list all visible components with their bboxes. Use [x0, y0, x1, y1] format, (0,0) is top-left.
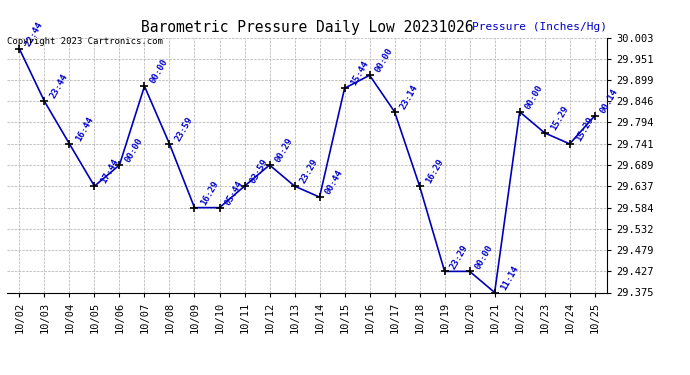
Text: 17:44: 17:44: [99, 158, 120, 185]
Text: 15:29: 15:29: [549, 104, 570, 132]
Text: 22:44: 22:44: [23, 20, 45, 48]
Text: 03:59: 03:59: [248, 158, 270, 185]
Text: 00:44: 00:44: [324, 168, 345, 196]
Text: 00:00: 00:00: [124, 136, 145, 164]
Text: 23:59: 23:59: [174, 116, 195, 143]
Text: Pressure (Inches/Hg): Pressure (Inches/Hg): [472, 22, 607, 32]
Text: 00:00: 00:00: [474, 243, 495, 271]
Text: 23:29: 23:29: [448, 243, 470, 271]
Text: 00:14: 00:14: [599, 87, 620, 115]
Text: 23:44: 23:44: [48, 73, 70, 100]
Text: 16:29: 16:29: [424, 158, 445, 185]
Text: Copyright 2023 Cartronics.com: Copyright 2023 Cartronics.com: [7, 38, 163, 46]
Text: 16:29: 16:29: [199, 179, 220, 207]
Text: 11:14: 11:14: [499, 264, 520, 292]
Text: 05:44: 05:44: [224, 179, 245, 207]
Text: 15:44: 15:44: [348, 60, 370, 87]
Text: 16:44: 16:44: [74, 116, 95, 143]
Text: 00:00: 00:00: [148, 58, 170, 86]
Text: 15:29: 15:29: [574, 116, 595, 143]
Text: 00:00: 00:00: [524, 83, 545, 111]
Text: 00:00: 00:00: [374, 47, 395, 75]
Text: 23:29: 23:29: [299, 158, 320, 185]
Text: 23:14: 23:14: [399, 83, 420, 111]
Text: 00:29: 00:29: [274, 136, 295, 164]
Title: Barometric Pressure Daily Low 20231026: Barometric Pressure Daily Low 20231026: [141, 20, 473, 35]
